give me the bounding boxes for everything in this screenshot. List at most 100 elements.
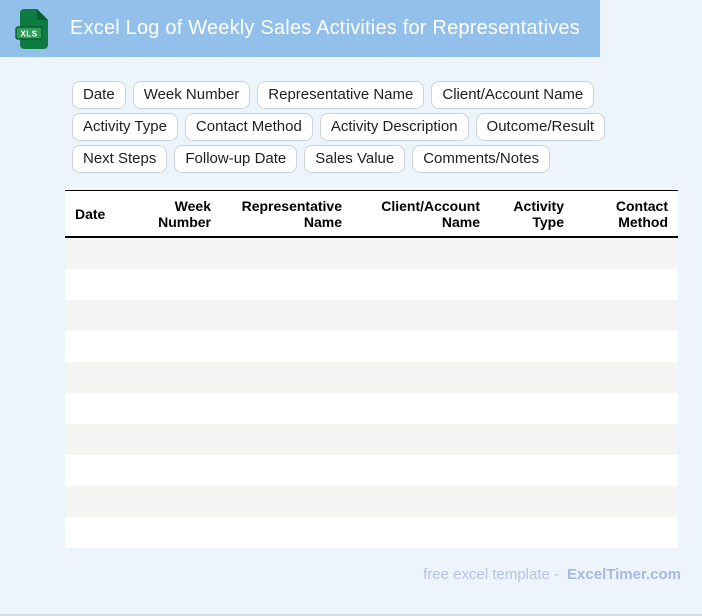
table-row <box>65 517 678 548</box>
table-cell <box>221 517 352 548</box>
column-header-contact-method: Contact Method <box>574 190 678 238</box>
table-header-row: Date Week Number Representative Name Client… <box>65 190 678 238</box>
table-cell <box>221 237 352 269</box>
table-cell <box>143 393 221 424</box>
log-table-wrap: Date Week Number Representative Name Client… <box>65 190 702 548</box>
table-row <box>65 424 678 455</box>
table-cell <box>65 331 143 362</box>
chip-sales-value[interactable]: Sales Value <box>304 145 406 173</box>
chips-row: Date Week Number Representative Name Client… <box>72 81 694 173</box>
chip-activity-description[interactable]: Activity Description <box>319 113 469 141</box>
table-cell <box>65 300 143 331</box>
table-row <box>65 331 678 362</box>
xls-file-icon: XLS <box>15 8 48 49</box>
table-row <box>65 393 678 424</box>
chip-follow-up-date[interactable]: Follow-up Date <box>174 145 298 173</box>
table-cell <box>65 237 143 269</box>
table-cell <box>352 362 490 393</box>
table-cell <box>221 393 352 424</box>
table-cell <box>143 362 221 393</box>
table-cell <box>143 269 221 300</box>
log-table: Date Week Number Representative Name Client… <box>65 190 678 548</box>
xls-icon-label: XLS <box>20 29 37 38</box>
column-header-date: Date <box>65 190 143 238</box>
table-cell <box>490 269 574 300</box>
table-row <box>65 300 678 331</box>
chip-week-number[interactable]: Week Number <box>132 81 251 109</box>
table-cell <box>352 331 490 362</box>
table-row <box>65 455 678 486</box>
table-cell <box>352 455 490 486</box>
table-cell <box>143 424 221 455</box>
table-cell <box>574 300 678 331</box>
table-cell <box>65 269 143 300</box>
table-cell <box>221 362 352 393</box>
table-cell <box>490 362 574 393</box>
table-cell <box>574 269 678 300</box>
table-cell <box>221 486 352 517</box>
chip-next-steps[interactable]: Next Steps <box>72 145 168 173</box>
table-body <box>65 237 678 548</box>
table-cell <box>221 300 352 331</box>
table-cell <box>574 237 678 269</box>
header-bar: XLS Excel Log of Weekly Sales Activities… <box>0 0 600 57</box>
table-row <box>65 269 678 300</box>
table-cell <box>143 300 221 331</box>
table-cell <box>65 486 143 517</box>
chip-outcome-result[interactable]: Outcome/Result <box>475 113 606 141</box>
page-title: Excel Log of Weekly Sales Activities for… <box>70 17 580 39</box>
table-cell <box>490 517 574 548</box>
table-row <box>65 237 678 269</box>
table-cell <box>221 269 352 300</box>
table-cell <box>65 455 143 486</box>
table-row <box>65 362 678 393</box>
chip-date[interactable]: Date <box>72 81 126 109</box>
table-cell <box>65 393 143 424</box>
table-cell <box>352 237 490 269</box>
table-cell <box>143 486 221 517</box>
table-cell <box>574 486 678 517</box>
table-cell <box>143 237 221 269</box>
table-cell <box>490 331 574 362</box>
table-cell <box>352 486 490 517</box>
table-cell <box>221 424 352 455</box>
column-header-client-account-name: Client/Account Name <box>352 190 490 238</box>
column-header-week-number: Week Number <box>143 190 221 238</box>
chip-activity-type[interactable]: Activity Type <box>72 113 178 141</box>
table-cell <box>65 362 143 393</box>
chip-comments-notes[interactable]: Comments/Notes <box>412 145 551 173</box>
table-cell <box>490 300 574 331</box>
table-cell <box>221 455 352 486</box>
table-cell <box>352 269 490 300</box>
table-row <box>65 486 678 517</box>
table-cell <box>221 331 352 362</box>
chip-contact-method[interactable]: Contact Method <box>184 113 313 141</box>
table-cell <box>143 331 221 362</box>
table-cell <box>490 455 574 486</box>
table-cell <box>574 424 678 455</box>
table-cell <box>143 517 221 548</box>
table-cell <box>352 517 490 548</box>
table-cell <box>574 331 678 362</box>
table-cell <box>574 517 678 548</box>
table-cell <box>490 424 574 455</box>
table-cell <box>490 237 574 269</box>
table-cell <box>490 486 574 517</box>
table-cell <box>574 393 678 424</box>
table-cell <box>65 517 143 548</box>
table-cell <box>352 300 490 331</box>
column-header-activity-type: Activity Type <box>490 190 574 238</box>
table-cell <box>352 393 490 424</box>
footer-brand-link[interactable]: ExcelTimer.com <box>567 566 681 583</box>
table-cell <box>143 455 221 486</box>
table-cell <box>490 393 574 424</box>
column-header-representative-name: Representative Name <box>221 190 352 238</box>
table-cell <box>574 455 678 486</box>
footer-text: free excel template - <box>423 566 560 583</box>
chip-client-account-name[interactable]: Client/Account Name <box>431 81 595 109</box>
chip-representative-name[interactable]: Representative Name <box>257 81 425 109</box>
table-cell <box>65 424 143 455</box>
table-cell <box>574 362 678 393</box>
table-cell <box>352 424 490 455</box>
